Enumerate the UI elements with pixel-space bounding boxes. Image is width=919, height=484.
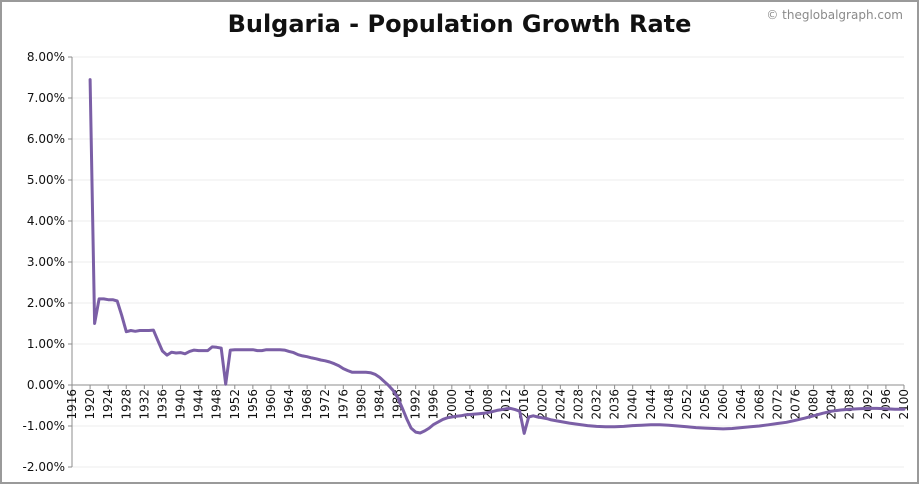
x-tick-label: 2088: [843, 389, 857, 420]
x-tick-label: 2068: [752, 389, 766, 420]
y-tick-label: -1.00%: [23, 419, 65, 433]
x-tick-label: 2032: [590, 389, 604, 420]
x-tick-label: 2012: [499, 389, 513, 420]
x-tick-label: 1964: [282, 389, 296, 420]
x-axis-ticks: 1916 1920 1924 1928 1932 1936 1940 1944 1948 1952…: [65, 389, 911, 420]
chart-title: Bulgaria - Population Growth Rate: [227, 10, 692, 38]
x-tick-label: 1948: [210, 389, 224, 420]
x-tick-label: 1960: [264, 389, 278, 420]
x-tick-label: 1932: [137, 389, 151, 420]
x-tick-label: 1940: [174, 389, 188, 420]
x-tick-label: 2076: [788, 389, 802, 420]
y-axis-ticks: -2.00% -1.00% 0.00% 1.00% 2.00% 3.00% 4.00% 5.0…: [23, 50, 65, 474]
x-tick-label: 1972: [318, 389, 332, 420]
x-tick-label: 1924: [101, 389, 115, 420]
x-tick-label: 2008: [481, 389, 495, 420]
y-tick-label: 3.00%: [27, 255, 65, 269]
series-line: [88, 78, 906, 435]
x-tick-label: 2056: [698, 389, 712, 420]
x-tick-label: 2000: [445, 389, 459, 420]
y-tick-label: 6.00%: [27, 132, 65, 146]
y-tick-label: 2.00%: [27, 296, 65, 310]
x-tick-label: 1920: [83, 389, 97, 420]
x-tick-label: 2004: [463, 389, 477, 420]
x-tick-label: 2020: [535, 389, 549, 420]
y-tick-label: -2.00%: [23, 460, 65, 474]
x-tick-label: 1952: [228, 389, 242, 420]
axes: [68, 56, 905, 468]
x-tick-label: 2084: [825, 389, 839, 420]
x-tick-label: 1996: [427, 389, 441, 420]
x-tick-label: 1980: [354, 389, 368, 420]
x-tick-label: 1976: [336, 389, 350, 420]
x-tick-label: 1992: [409, 389, 423, 420]
x-tick-label: 2052: [680, 389, 694, 420]
x-tick-label: 2092: [861, 389, 875, 420]
y-tick-label: 8.00%: [27, 50, 65, 64]
x-tick-label: 1944: [192, 389, 206, 420]
y-tick-label: 7.00%: [27, 91, 65, 105]
x-tick-label: 2080: [807, 389, 821, 420]
x-tick-label: 2048: [662, 389, 676, 420]
x-tick-label: 1936: [155, 389, 169, 420]
x-tick-label: 2100: [897, 389, 911, 420]
x-tick-label: 2072: [770, 389, 784, 420]
y-tick-label: 0.00%: [27, 378, 65, 392]
x-tick-label: 1916: [65, 389, 79, 420]
x-tick-label: 2024: [553, 389, 567, 420]
x-tick-label: 1928: [119, 389, 133, 420]
x-tick-label: 2036: [608, 389, 622, 420]
x-tick-label: 2040: [626, 389, 640, 420]
x-tick-label: 2044: [644, 389, 658, 420]
x-tick-label: 2064: [734, 389, 748, 420]
x-tick-label: 2028: [571, 389, 585, 420]
x-tick-label: 1984: [372, 389, 386, 420]
x-tick-label: 2096: [879, 389, 893, 420]
x-tick-label: 1956: [246, 389, 260, 420]
y-tick-label: 4.00%: [27, 214, 65, 228]
y-tick-label: 5.00%: [27, 173, 65, 187]
x-tick-label: 1988: [391, 389, 405, 420]
credit-text: © theglobalgraph.com: [766, 8, 903, 22]
x-tick-label: 1968: [300, 389, 314, 420]
x-tick-label: 2060: [716, 389, 730, 420]
y-tick-label: 1.00%: [27, 337, 65, 351]
